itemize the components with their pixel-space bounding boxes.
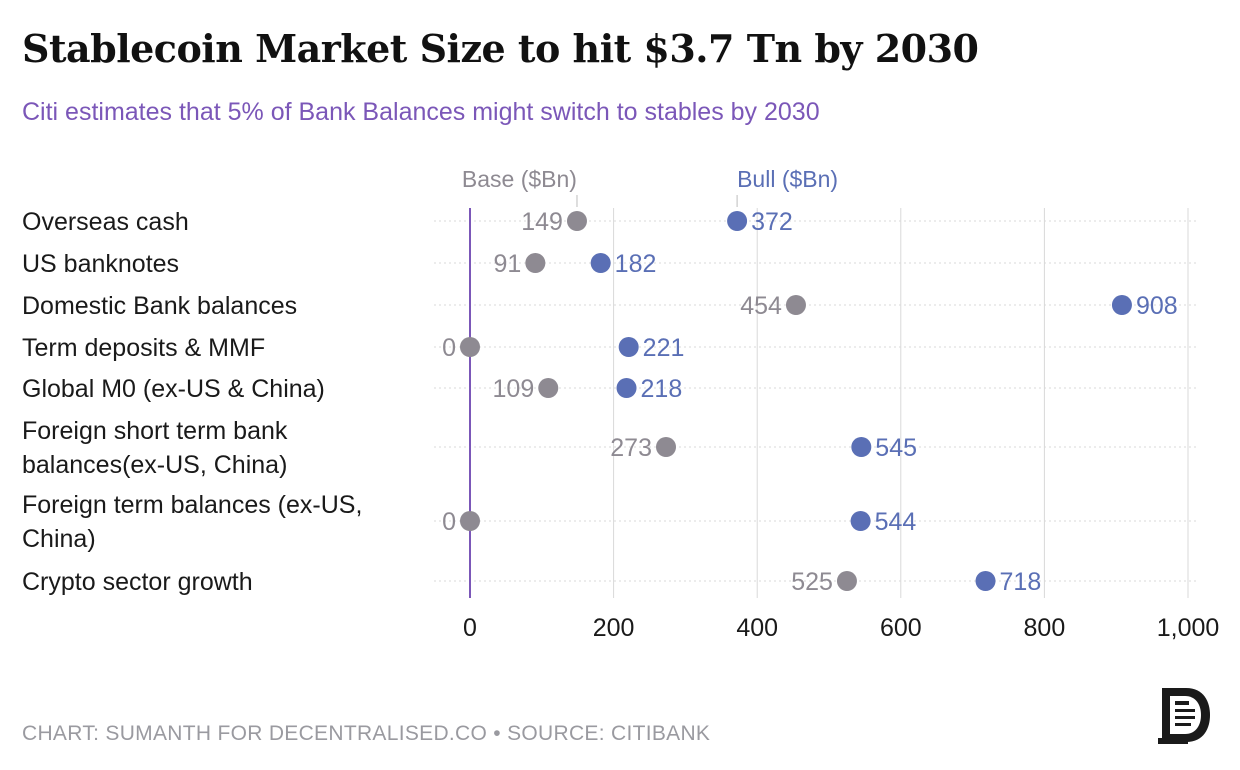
- x-tick-label: 0: [463, 614, 477, 642]
- bull-dot: [590, 253, 611, 273]
- x-tick-label: 1,000: [1157, 614, 1220, 642]
- category-label: US banknotes: [22, 250, 179, 278]
- chart-subtitle: Citi estimates that 5% of Bank Balances …: [22, 98, 820, 126]
- category-label: balances(ex-US, China): [22, 451, 287, 479]
- legend-bull-label: Bull ($Bn): [737, 166, 838, 192]
- base-value-label: 525: [791, 568, 833, 596]
- base-dot: [566, 211, 587, 231]
- row-6: Foreign term balances (ex-US, China) 0 544: [22, 491, 916, 553]
- bull-value-label: 372: [751, 208, 793, 236]
- category-label: Overseas cash: [22, 208, 189, 236]
- bull-value-label: 182: [615, 250, 657, 278]
- base-dot: [460, 337, 480, 357]
- chart-footer: CHART: SUMANTH FOR DECENTRALISED.CO • SO…: [22, 722, 711, 745]
- base-dot: [525, 253, 546, 273]
- base-value-label: 454: [740, 292, 782, 320]
- x-axis-ticks: 0 200 400 600 800 1,000: [463, 614, 1219, 642]
- x-tick-label: 400: [736, 614, 778, 642]
- bull-dot: [975, 571, 996, 591]
- category-label: Term deposits & MMF: [22, 334, 265, 362]
- x-tick-label: 800: [1024, 614, 1066, 642]
- bull-value-label: 545: [875, 434, 917, 462]
- base-value-label: 273: [610, 434, 652, 462]
- category-label: Crypto sector growth: [22, 568, 253, 596]
- row-7: Crypto sector growth 525 718: [22, 568, 1041, 596]
- bull-dot: [851, 437, 872, 457]
- rows-layer: Overseas cash 149 372 US banknotes 91 182 Dome…: [22, 208, 1178, 596]
- base-value-label: 0: [442, 334, 456, 362]
- bull-dot: [1111, 295, 1132, 315]
- category-label: Domestic Bank balances: [22, 292, 297, 320]
- base-value-label: 149: [521, 208, 563, 236]
- series-header-layer: Base ($Bn) Bull ($Bn): [462, 166, 838, 207]
- base-value-label: 0: [442, 508, 456, 536]
- row-0: Overseas cash 149 372: [22, 208, 793, 236]
- base-dot: [460, 511, 480, 531]
- bull-dot: [727, 211, 748, 231]
- category-label: Foreign short term bank: [22, 417, 288, 445]
- bull-value-label: 218: [641, 375, 683, 403]
- category-label: Global M0 (ex-US & China): [22, 375, 325, 403]
- row-4: Global M0 (ex-US & China) 109 218: [22, 375, 682, 403]
- base-value-label: 91: [494, 250, 522, 278]
- category-label: China): [22, 525, 96, 553]
- bull-value-label: 544: [875, 508, 917, 536]
- row-1: US banknotes 91 182: [22, 250, 656, 278]
- bull-value-label: 908: [1136, 292, 1178, 320]
- base-dot: [656, 437, 677, 457]
- base-dot: [836, 571, 857, 591]
- x-tick-label: 600: [880, 614, 922, 642]
- row-5: Foreign short term bank balances(ex-US, C…: [22, 417, 917, 479]
- bull-dot: [616, 378, 637, 398]
- row-2: Domestic Bank balances 454 908: [22, 292, 1178, 320]
- bull-dot: [850, 511, 871, 531]
- base-dot: [538, 378, 559, 398]
- category-label: Foreign term balances (ex-US,: [22, 491, 362, 519]
- bull-value-label: 221: [643, 334, 685, 362]
- row-3: Term deposits & MMF 0 221: [22, 334, 684, 362]
- bull-value-label: 718: [1000, 568, 1042, 596]
- x-tick-label: 200: [593, 614, 635, 642]
- base-value-label: 109: [493, 375, 535, 403]
- chart-title: Stablecoin Market Size to hit $3.7 Tn by…: [22, 26, 979, 71]
- bull-dot: [618, 337, 639, 357]
- decentralised-logo-icon: [1158, 688, 1210, 744]
- base-dot: [785, 295, 806, 315]
- legend-base-label: Base ($Bn): [462, 166, 577, 192]
